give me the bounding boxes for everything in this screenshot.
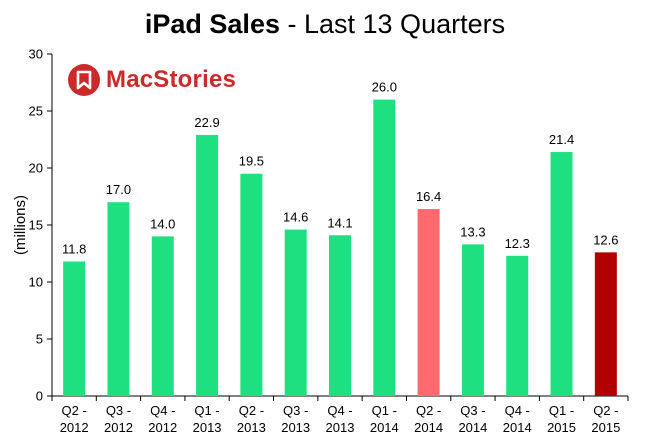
- bar: [417, 209, 440, 396]
- x-tick-label: Q2 -: [593, 403, 618, 418]
- x-tick-label: 2014: [414, 420, 443, 435]
- data-label: 16.4: [416, 189, 441, 204]
- y-tick-label: 10: [29, 275, 43, 290]
- data-label: 19.5: [239, 154, 264, 169]
- data-label: 21.4: [549, 132, 574, 147]
- y-tick-label: 20: [29, 161, 43, 176]
- x-tick-label: Q2 -: [62, 403, 87, 418]
- x-tick-label: Q2 -: [239, 403, 264, 418]
- x-tick-label: 2015: [547, 420, 576, 435]
- bookmark-icon: [68, 64, 100, 96]
- chart-title-rest: - Last 13 Quarters: [287, 9, 506, 39]
- y-tick-label: 15: [29, 218, 43, 233]
- x-tick-label: 2013: [237, 420, 266, 435]
- x-tick-label: Q2 -: [416, 403, 441, 418]
- x-tick-label: 2013: [326, 420, 355, 435]
- data-label: 17.0: [106, 182, 131, 197]
- x-tick-label: Q3 -: [460, 403, 485, 418]
- chart-title-bold: iPad Sales: [144, 9, 280, 39]
- data-label: 12.6: [593, 232, 618, 247]
- data-label: 13.3: [460, 224, 485, 239]
- x-tick-label: Q3 -: [106, 403, 131, 418]
- x-tick-label: Q4 -: [150, 403, 175, 418]
- x-tick-label: Q4 -: [505, 403, 530, 418]
- x-tick-label: Q3 -: [283, 403, 308, 418]
- x-tick-label: 2014: [458, 420, 487, 435]
- bar: [107, 202, 130, 396]
- bar: [63, 261, 86, 396]
- x-tick-label: 2013: [193, 420, 222, 435]
- bar: [329, 235, 351, 396]
- macstories-logo: MacStories: [68, 63, 236, 97]
- x-tick-label: Q1 -: [194, 403, 219, 418]
- data-label: 22.9: [194, 115, 219, 130]
- bar: [240, 173, 263, 396]
- bar: [284, 229, 307, 396]
- bar: [506, 255, 529, 396]
- bar: [594, 252, 617, 396]
- y-tick-label: 25: [29, 104, 43, 119]
- bar: [461, 244, 484, 396]
- chart-title: iPad Sales - Last 13 Quarters: [0, 8, 650, 40]
- y-tick-label: 0: [36, 389, 43, 404]
- x-tick-label: 2015: [591, 420, 620, 435]
- x-tick-label: 2013: [281, 420, 310, 435]
- x-tick-label: 2014: [370, 420, 399, 435]
- y-tick-label: 5: [36, 332, 43, 347]
- data-label: 11.8: [62, 241, 86, 256]
- bar: [196, 134, 219, 396]
- data-label: 14.6: [283, 210, 308, 225]
- bar: [550, 152, 573, 396]
- x-tick-label: Q4 -: [327, 403, 352, 418]
- data-label: 14.0: [150, 216, 175, 231]
- x-tick-label: 2012: [60, 420, 89, 435]
- data-label: 12.3: [505, 236, 530, 251]
- x-tick-label: Q1 -: [549, 403, 574, 418]
- y-axis-label: (millions): [12, 195, 29, 255]
- y-tick-label: 30: [29, 47, 43, 62]
- x-tick-label: Q1 -: [372, 403, 397, 418]
- bar: [373, 99, 396, 396]
- x-tick-label: 2014: [503, 420, 532, 435]
- data-label: 14.1: [327, 215, 352, 230]
- x-tick-label: 2012: [104, 420, 133, 435]
- data-label: 26.0: [372, 80, 397, 95]
- logo-text: MacStories: [106, 66, 237, 93]
- x-tick-label: 2012: [148, 420, 177, 435]
- bar: [151, 236, 174, 396]
